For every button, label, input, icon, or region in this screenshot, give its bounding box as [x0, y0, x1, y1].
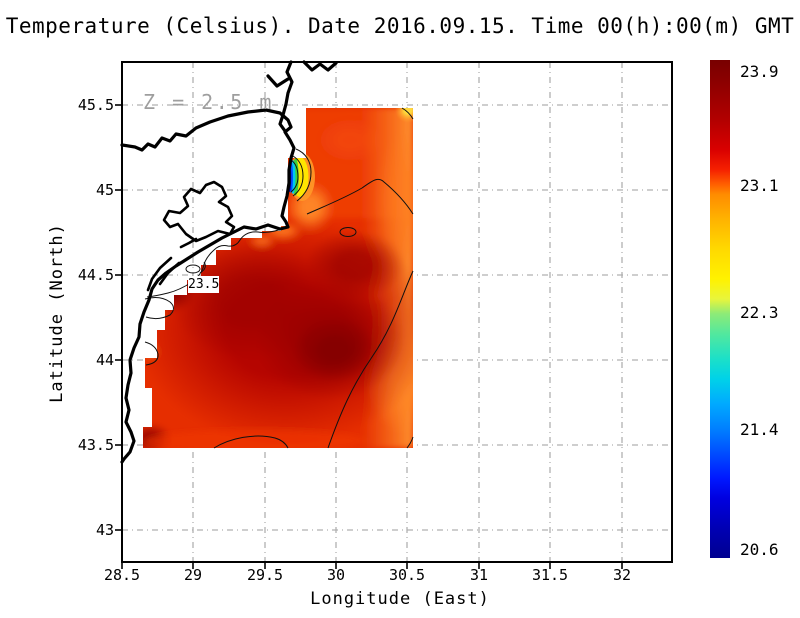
colorbar-label-23-9: 23.9: [740, 62, 779, 81]
colorbar-label-20-6: 20.6: [740, 540, 779, 559]
colorbar-label-21-4: 21.4: [740, 420, 779, 439]
contour-lines: [144, 107, 414, 449]
coastline: [120, 60, 338, 464]
y-tick-45: 45: [95, 181, 114, 199]
colorbar: [710, 60, 730, 558]
x-tick-30: 30: [326, 566, 346, 584]
colorbar-label-23-1: 23.1: [740, 176, 779, 195]
y-tick-45-5: 45.5: [77, 96, 114, 114]
colorbar-label-22-3: 22.3: [740, 303, 779, 322]
y-tick-43-5: 43.5: [77, 436, 114, 454]
depth-annotation: Z = 2.5 m: [143, 90, 274, 114]
axis-ticks: [115, 104, 623, 569]
x-tick-29: 29: [183, 566, 203, 584]
x-tick-30-5: 30.5: [388, 566, 426, 584]
y-axis-label: Latitude (North): [47, 223, 67, 403]
y-tick-44-5: 44.5: [77, 266, 114, 284]
x-tick-31: 31: [469, 566, 489, 584]
x-tick-29-5: 29.5: [246, 566, 284, 584]
contour-value-label: 23.5: [188, 276, 220, 293]
y-tick-43: 43: [95, 521, 114, 539]
x-tick-28-5: 28.5: [103, 566, 141, 584]
plot-title: Temperature (Celsius). Date 2016.09.15. …: [5, 14, 795, 38]
temperature-heatmap: [143, 108, 413, 448]
plot-frame: [115, 61, 673, 569]
x-axis-label: Longitude (East): [310, 589, 490, 609]
x-tick-32: 32: [612, 566, 632, 584]
x-tick-31-5: 31.5: [531, 566, 569, 584]
y-tick-44: 44: [95, 351, 114, 369]
